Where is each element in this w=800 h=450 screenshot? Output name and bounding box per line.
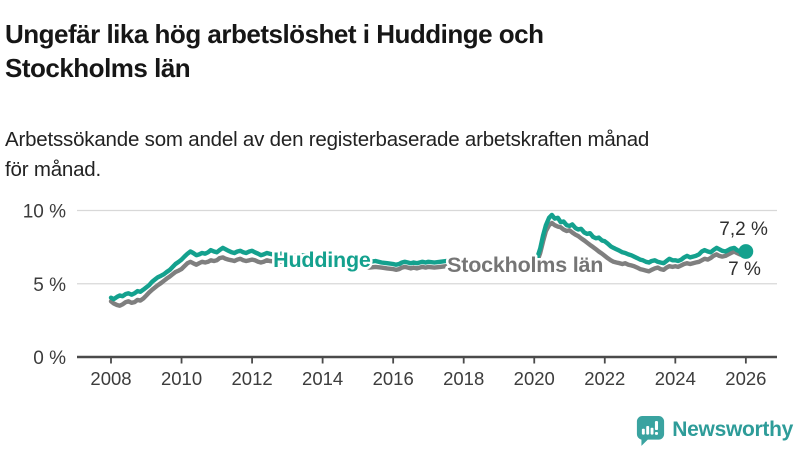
series-end-dot xyxy=(738,244,754,259)
x-tick-label: 2024 xyxy=(655,368,696,389)
x-tick-label: 2012 xyxy=(232,368,273,389)
end-value-label-huddinge: 7,2 % xyxy=(719,219,768,240)
newsworthy-logo: Newsworthy xyxy=(636,413,793,447)
chart-subtitle: Arbetssökande som andel av den registerb… xyxy=(5,125,785,185)
x-tick-label: 2016 xyxy=(373,368,414,389)
end-value-label-stockholms-lan: 7 % xyxy=(728,259,761,280)
x-tick-label: 2014 xyxy=(302,368,343,389)
title-line-1: Ungefär lika hög arbetslöshet i Huddinge… xyxy=(5,19,544,50)
series-label-huddinge: Huddinge xyxy=(273,248,371,272)
x-tick-label: 2018 xyxy=(443,368,484,389)
subtitle-line-1: Arbetssökande som andel av den registerb… xyxy=(5,127,650,151)
unemployment-line-chart: 0 % 5 % 10 % 2008 2010 2012 2014 2016 2018 2020 20… xyxy=(23,202,777,389)
page-title: Ungefär lika hög arbetslöshet i Huddinge… xyxy=(5,17,785,85)
x-tick-label: 2026 xyxy=(725,368,766,389)
x-tick-label: 2022 xyxy=(584,368,625,389)
newsworthy-wordmark: Newsworthy xyxy=(672,418,793,441)
y-tick-label: 5 % xyxy=(33,275,66,296)
series-line-huddinge xyxy=(108,212,749,302)
y-tick-label: 0 % xyxy=(33,348,66,369)
title-line-2: Stockholms län xyxy=(5,53,191,84)
y-tick-label: 10 % xyxy=(23,202,66,223)
newsworthy-badge-icon xyxy=(637,415,665,446)
x-tick-label: 2008 xyxy=(90,368,131,389)
subtitle-line-2: för månad. xyxy=(5,157,101,181)
x-tick-label: 2010 xyxy=(161,368,202,389)
series-line-stockholms-lan xyxy=(108,220,749,308)
x-tick-label: 2020 xyxy=(514,368,555,389)
series-label-stockholms-lan: Stockholms län xyxy=(447,253,603,277)
